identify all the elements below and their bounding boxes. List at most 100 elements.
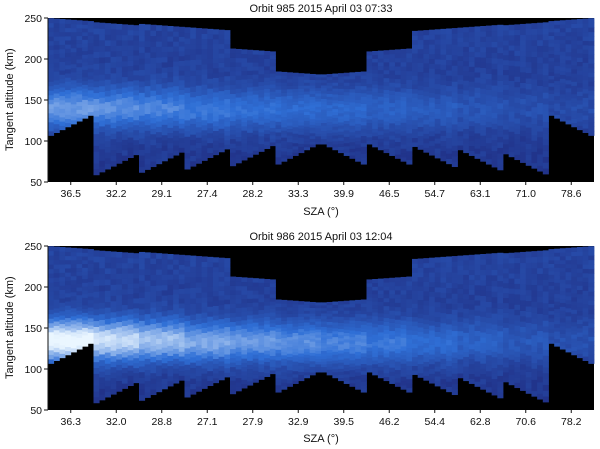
heatmap-cell [389,106,396,112]
heatmap-cell [423,53,430,59]
heatmap-cell [292,374,299,378]
heatmap-cell [116,284,123,290]
heatmap-cell [468,91,475,97]
heatmap-cell [139,115,146,122]
heatmap-cell [303,348,311,352]
heatmap-cell [121,341,129,347]
heatmap-cell [429,39,436,45]
heatmap-cell [70,19,77,25]
heatmap-cell [104,124,111,131]
heatmap-cell [377,130,384,135]
heatmap-cell [48,340,55,346]
heatmap-cell [127,137,134,143]
heatmap-cell [127,55,134,61]
heatmap-cell [201,342,208,349]
heatmap-cell [70,51,77,57]
heatmap-cell [156,83,163,90]
heatmap-cell [133,312,140,319]
heatmap-cell [400,320,407,325]
heatmap-cell [173,298,180,305]
heatmap-cell [139,383,146,390]
heatmap-cell [48,295,55,301]
heatmap-cell [508,45,515,51]
heatmap-cell [423,347,430,353]
heatmap-cell [582,97,589,103]
heatmap-cell [93,396,100,404]
heatmap-cell [87,50,94,55]
heatmap-cell [400,139,407,145]
heatmap-cell [298,322,305,327]
heatmap-cell [298,134,305,138]
heatmap-cell [230,371,237,377]
heatmap-cell [99,388,106,395]
heatmap-cell [298,119,305,123]
heatmap-cell [542,80,549,87]
heatmap-cell [446,266,453,273]
heatmap-cell [508,288,515,294]
heatmap-cell [161,51,168,58]
heatmap-cell [559,86,566,91]
heatmap-cell [150,340,157,346]
heatmap-cell [269,62,276,67]
heatmap-cell [315,347,322,352]
heatmap-cell [520,299,527,306]
heatmap-cell [59,251,66,256]
heatmap-cell [576,344,584,350]
heatmap-cell [190,324,197,331]
heatmap-cell [207,331,214,337]
heatmap-cell [70,59,77,65]
heatmap-cell [377,366,384,371]
heatmap-cell [514,154,521,161]
heatmap-cell [321,326,328,330]
heatmap-cell [93,34,100,41]
heatmap-cell [93,151,100,158]
heatmap-cell [394,154,402,159]
heatmap-cell [110,317,117,324]
heatmap-cell [474,51,481,58]
heatmap-cell [235,70,242,76]
heatmap-cell [184,81,191,88]
heatmap-cell [247,277,254,283]
heatmap-cell [292,88,299,93]
heatmap-cell [394,348,402,354]
heatmap-cell [480,384,487,390]
heatmap-cell [338,301,345,305]
heatmap-cell [269,322,276,327]
heatmap-cell [468,254,475,261]
heatmap-cell [326,93,333,97]
heatmap-cell [480,332,487,338]
heatmap-cell [321,98,328,102]
heatmap-cell [87,42,94,47]
heatmap-cell [48,31,55,37]
heatmap-cell [298,307,305,311]
heatmap-cell [434,54,441,60]
heatmap-cell [321,90,328,94]
heatmap-cell [520,374,527,381]
heatmap-cell [82,256,89,261]
heatmap-cell [269,359,276,364]
heatmap-cell [247,140,254,146]
heatmap-cell [508,308,515,315]
heatmap-cell [82,39,89,44]
heatmap-cell [286,135,293,139]
heatmap-cell [201,302,208,308]
heatmap-cell [315,90,322,94]
heatmap-cell [355,109,362,114]
heatmap-cell [588,54,595,60]
heatmap-cell [383,62,390,67]
heatmap-cell [116,56,123,62]
heatmap-cell [377,286,384,291]
heatmap-cell [542,103,549,111]
heatmap-cell [548,263,555,268]
heatmap-cell [349,131,356,136]
heatmap-cell [65,247,72,252]
heatmap-cell [349,379,356,384]
heatmap-cell [121,367,129,374]
heatmap-cell [554,293,561,298]
heatmap-cell [429,63,436,69]
heatmap-cell [485,370,493,377]
heatmap-cell [423,95,430,101]
heatmap-cell [87,281,94,286]
heatmap-cell [480,145,487,152]
heatmap-cell [412,70,419,76]
